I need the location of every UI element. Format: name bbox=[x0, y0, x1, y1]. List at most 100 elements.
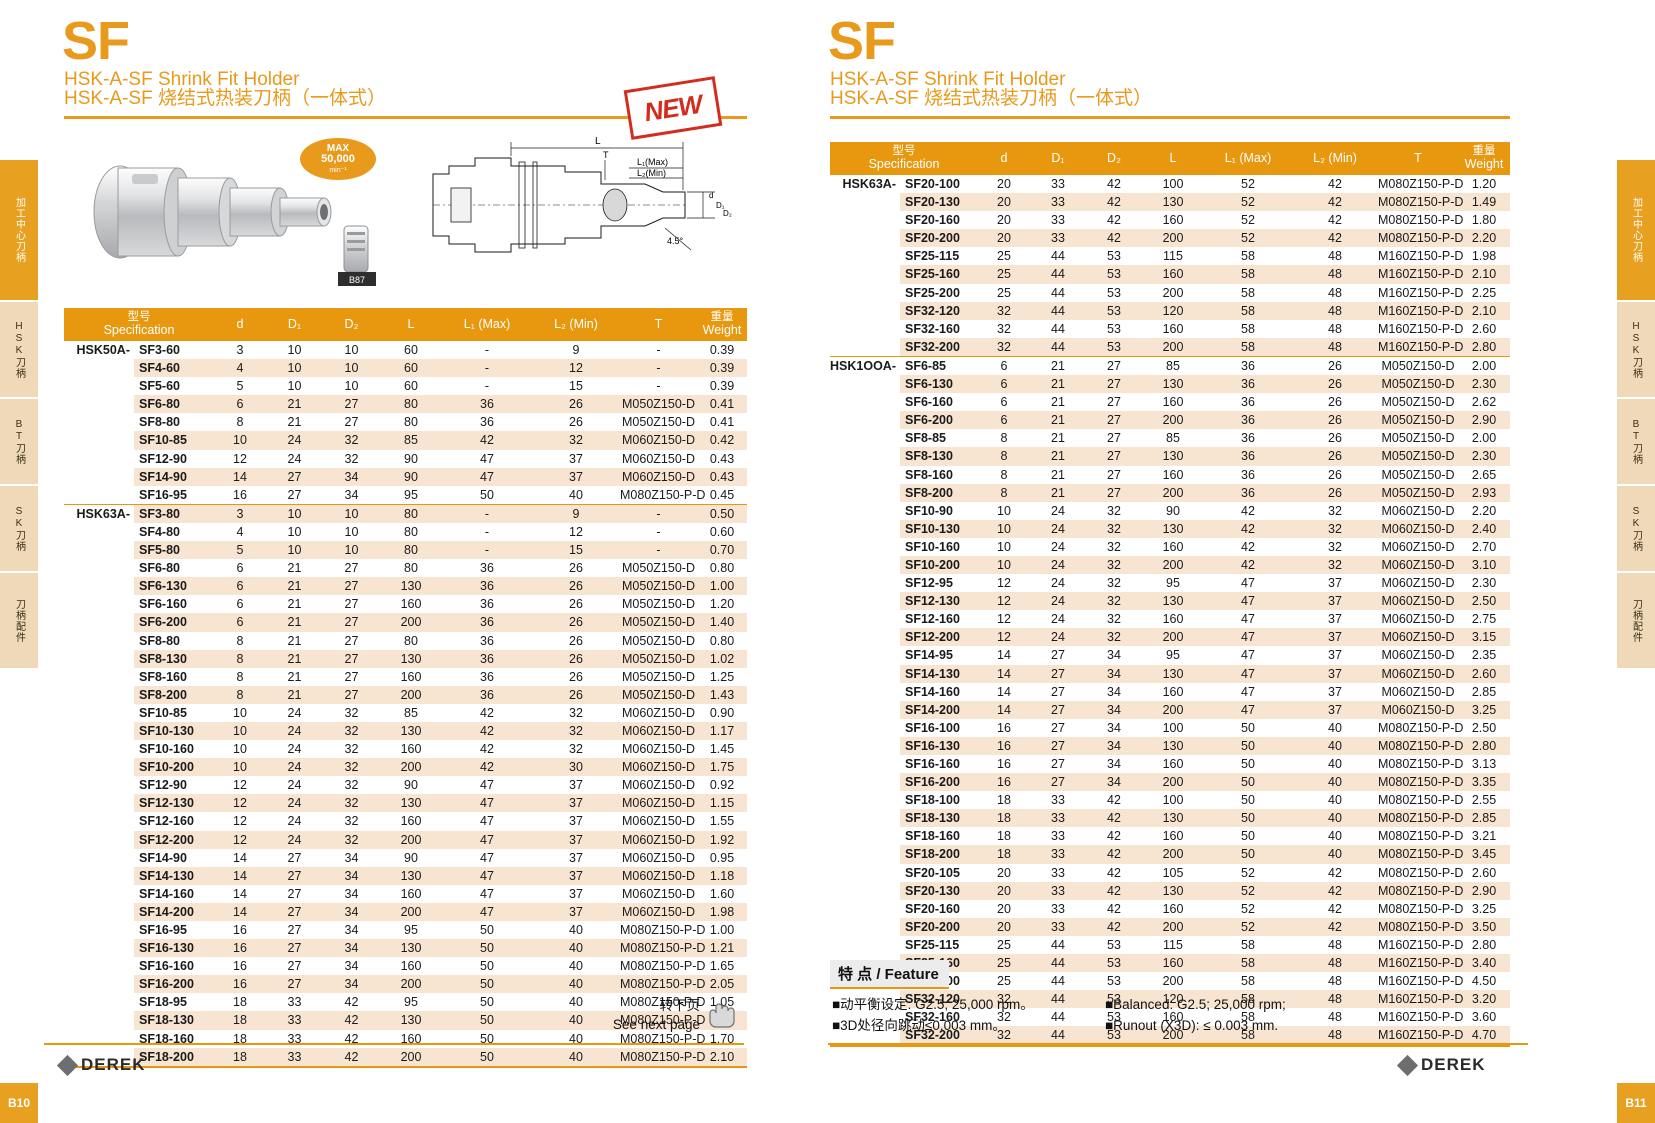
d-cell: 8 bbox=[978, 483, 1030, 502]
weight-cell: 2.80 bbox=[1458, 736, 1510, 755]
series-label bbox=[64, 413, 134, 432]
col-D2: D₂ bbox=[323, 308, 380, 341]
side-tab-label: BT刀柄 bbox=[1630, 418, 1642, 465]
T-cell: M060Z150-D bbox=[1378, 555, 1458, 575]
model-cell: SF10-85 bbox=[139, 705, 187, 720]
D2-cell: 27 bbox=[1086, 483, 1142, 502]
side-tab-sk-holder-r[interactable]: SK刀柄 bbox=[1617, 486, 1655, 571]
L-cell: 80 bbox=[404, 633, 418, 648]
T-cell: - bbox=[656, 379, 661, 394]
L-cell: 160 bbox=[1142, 265, 1204, 284]
model-cell: SF18-130 bbox=[900, 809, 978, 828]
table-row: HSK50A- SF3-60 3 10 10 60 - 9 - 0.39 bbox=[64, 341, 747, 360]
D1-cell: 21 bbox=[1051, 467, 1065, 482]
series-label bbox=[64, 377, 134, 396]
side-tab-bt-holder[interactable]: BT刀柄 bbox=[0, 399, 38, 484]
T-cell: - bbox=[656, 343, 661, 357]
series-label bbox=[64, 467, 134, 486]
L2-cell: 26 bbox=[1292, 411, 1378, 430]
series-label bbox=[830, 429, 900, 448]
table-row: SF18-130 18 33 42 130 50 40 M080Z150-P-D 2.85 bbox=[830, 809, 1510, 828]
table-row: SF20-160 20 33 42 160 52 42 M080Z150-P-D 3.25 bbox=[830, 899, 1510, 918]
d-cell: 3 bbox=[214, 503, 266, 523]
D2-cell: 32 bbox=[1086, 555, 1142, 575]
side-tab-hsk-holder[interactable]: HSK刀柄 bbox=[0, 302, 38, 397]
L2-cell: 37 bbox=[1292, 628, 1378, 647]
T-cell: M050Z150-D bbox=[622, 597, 695, 612]
d-cell: 25 bbox=[997, 937, 1011, 952]
model-cell: SF20-200 bbox=[900, 229, 978, 248]
T-cell: M060Z150-D bbox=[622, 451, 695, 466]
D2-cell: 34 bbox=[344, 959, 359, 974]
D2-cell: 27 bbox=[323, 685, 380, 704]
D2-cell: 42 bbox=[1107, 213, 1121, 228]
L2-cell: 40 bbox=[1328, 829, 1342, 844]
side-tab-holder-parts-r[interactable]: 刀柄配件 bbox=[1617, 573, 1655, 668]
side-tab-holder-parts[interactable]: 刀柄配件 bbox=[0, 573, 38, 668]
L1-cell: 52 bbox=[1204, 229, 1292, 248]
L2-cell: 48 bbox=[1292, 301, 1378, 320]
side-tab-hsk-holder-r[interactable]: HSK刀柄 bbox=[1617, 302, 1655, 397]
L-cell: 200 bbox=[380, 758, 442, 777]
D2-cell: 32 bbox=[323, 758, 380, 777]
col-T: T bbox=[620, 308, 697, 341]
T-cell: M080Z150-P-D bbox=[1378, 829, 1464, 844]
D2-cell: 42 bbox=[1107, 865, 1121, 880]
model-cell: SF16-200 bbox=[134, 975, 214, 994]
D2-cell: 42 bbox=[344, 995, 359, 1010]
T-cell: M060Z150-D bbox=[1378, 628, 1458, 647]
L-cell: 160 bbox=[400, 742, 422, 757]
weight-cell: 3.60 bbox=[1471, 1010, 1497, 1025]
series-label: HSK63A- bbox=[64, 503, 134, 523]
L1-cell: 47 bbox=[480, 886, 494, 901]
T-cell: M160Z150-P-D bbox=[1378, 249, 1464, 264]
L2-cell: 26 bbox=[1292, 447, 1378, 466]
D1-cell: 21 bbox=[266, 649, 323, 668]
L2-cell: 40 bbox=[1328, 757, 1342, 771]
D2-cell: 32 bbox=[344, 451, 359, 466]
table-row: SF10-130 10 24 32 130 42 32 M060Z150-D 1.17 bbox=[64, 721, 747, 741]
D2-cell: 27 bbox=[1107, 467, 1121, 482]
D1-cell: 44 bbox=[1051, 249, 1065, 264]
d-cell: 16 bbox=[997, 757, 1011, 771]
L-cell: 160 bbox=[1162, 539, 1184, 554]
side-tab-label: HSK刀柄 bbox=[13, 320, 25, 379]
L-cell: 90 bbox=[404, 451, 418, 466]
L2-cell: 26 bbox=[1292, 483, 1378, 502]
d-cell: 16 bbox=[233, 487, 247, 502]
L-cell: 130 bbox=[1142, 736, 1204, 755]
L-cell: 160 bbox=[1142, 954, 1204, 973]
d-cell: 10 bbox=[978, 555, 1030, 575]
side-tab-machining-tool[interactable]: 加工中心刀柄 bbox=[0, 160, 38, 300]
L2-cell: 48 bbox=[1328, 321, 1342, 336]
table-row: SF14-200 14 27 34 200 47 37 M060Z150-D 1.98 bbox=[64, 902, 747, 921]
table-row: SF10-130 10 24 32 130 42 32 M060Z150-D 2.40 bbox=[830, 519, 1510, 538]
D2-cell: 34 bbox=[1107, 720, 1121, 735]
L2-cell: 32 bbox=[569, 742, 583, 757]
L1-cell: 47 bbox=[1204, 628, 1292, 647]
d-cell: 12 bbox=[233, 451, 247, 466]
D2-cell: 10 bbox=[323, 359, 380, 378]
L2-cell: 40 bbox=[532, 975, 620, 994]
L2-cell: 26 bbox=[569, 561, 583, 576]
side-tab-sk-holder[interactable]: SK刀柄 bbox=[0, 486, 38, 571]
model-cell: SF8-160 bbox=[139, 669, 187, 684]
D1-cell: 24 bbox=[1051, 612, 1065, 627]
weight-cell: 1.15 bbox=[697, 794, 747, 813]
col-L2-r: L₂ (Min) bbox=[1292, 142, 1378, 175]
L2-cell: 26 bbox=[532, 613, 620, 632]
L-cell: 160 bbox=[400, 959, 422, 974]
weight-cell: 1.02 bbox=[697, 649, 747, 668]
model-cell: SF6-160 bbox=[905, 395, 953, 410]
D2-cell: 32 bbox=[323, 830, 380, 849]
side-tab-machining-tool-r[interactable]: 加工中心刀柄 bbox=[1617, 160, 1655, 300]
see-next-page[interactable]: 转下页 See next page bbox=[560, 996, 700, 1034]
side-tab-bt-holder-r[interactable]: BT刀柄 bbox=[1617, 399, 1655, 484]
D1-cell: 27 bbox=[1030, 700, 1086, 719]
T-cell: M080Z150-P-D bbox=[1378, 177, 1464, 191]
table-row: SF10-90 10 24 32 90 42 32 M060Z150-D 2.20 bbox=[830, 501, 1510, 520]
d-cell: 18 bbox=[214, 1047, 266, 1068]
L-cell: 200 bbox=[380, 975, 442, 994]
model-cell: SF10-200 bbox=[900, 555, 978, 575]
L-cell: 95 bbox=[404, 995, 418, 1010]
